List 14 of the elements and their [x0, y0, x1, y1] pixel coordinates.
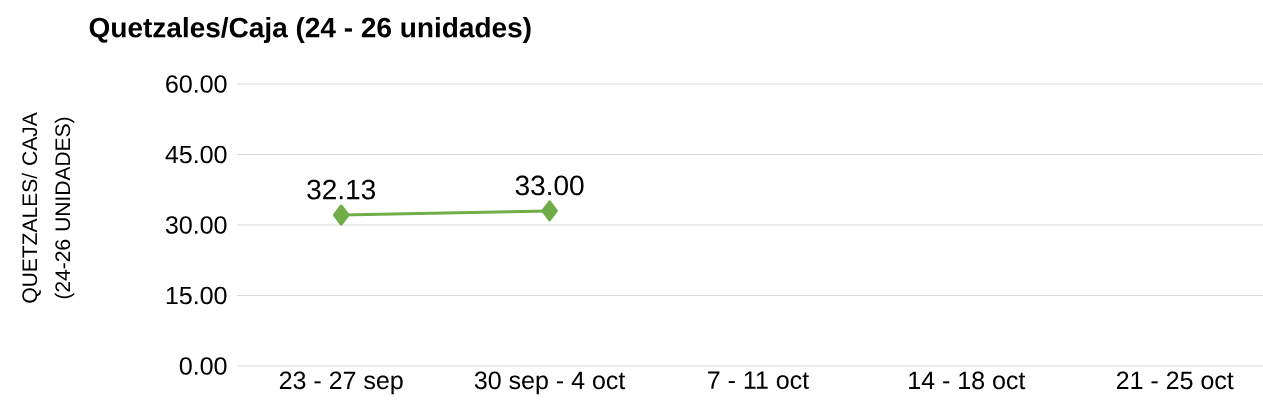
x-tick-label: 14 - 18 oct [909, 371, 1026, 390]
data-label: 33.00 [515, 175, 584, 196]
x-tick-label: 21 - 25 oct [1116, 371, 1234, 390]
y-tick-label: 60.00 [166, 75, 227, 93]
y-axis-title: QUETZALES/ CAJA (24-26 UNIDADES) [21, 112, 75, 303]
x-tick-label: 23 - 27 sep [279, 371, 403, 395]
y-tick-label: 45.00 [165, 145, 227, 164]
y-tick-label: 0.00 [179, 357, 227, 375]
data-label: 32.13 [307, 179, 375, 200]
x-tick-label: 30 sep - 4 oct [474, 371, 626, 395]
chart-title: Quetzales/Caja (24 - 26 unidades) [89, 16, 531, 44]
y-tick-label: 15.00 [166, 286, 227, 305]
y-tick-label: 30.00 [165, 216, 227, 234]
x-tick-label: 7 - 11 oct [708, 371, 809, 389]
